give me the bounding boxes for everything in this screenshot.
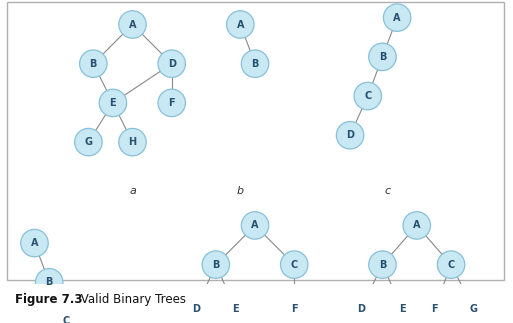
Text: A: A: [31, 238, 38, 248]
Text: B: B: [46, 277, 53, 287]
Circle shape: [222, 295, 249, 322]
Text: A: A: [129, 19, 136, 29]
Circle shape: [99, 89, 127, 117]
Text: A: A: [393, 13, 401, 23]
Text: b: b: [237, 186, 244, 196]
Text: G: G: [469, 304, 478, 314]
Circle shape: [80, 50, 107, 78]
Text: G: G: [85, 137, 92, 147]
Circle shape: [281, 251, 308, 278]
Circle shape: [75, 129, 102, 156]
Text: D: D: [357, 304, 365, 314]
Text: D: D: [346, 130, 354, 140]
Text: B: B: [379, 52, 386, 62]
Circle shape: [369, 251, 396, 278]
Text: E: E: [399, 304, 405, 314]
Circle shape: [158, 89, 185, 117]
Text: A: A: [236, 19, 244, 29]
Text: C: C: [62, 317, 69, 323]
Text: A: A: [413, 220, 421, 230]
Text: D: D: [192, 304, 200, 314]
Text: C: C: [364, 91, 371, 101]
Text: F: F: [431, 304, 438, 314]
Text: Valid Binary Trees: Valid Binary Trees: [77, 293, 186, 306]
Text: a: a: [129, 186, 136, 196]
Circle shape: [119, 129, 146, 156]
Circle shape: [227, 11, 254, 38]
Circle shape: [21, 229, 48, 257]
Circle shape: [241, 212, 269, 239]
Text: B: B: [251, 59, 259, 69]
Circle shape: [460, 295, 487, 322]
Circle shape: [183, 295, 210, 322]
Text: E: E: [110, 98, 116, 108]
Text: Figure 7.3: Figure 7.3: [15, 293, 83, 306]
Text: F: F: [168, 98, 175, 108]
Circle shape: [202, 251, 229, 278]
Circle shape: [383, 4, 411, 31]
Circle shape: [52, 308, 80, 323]
Text: C: C: [290, 260, 298, 270]
Circle shape: [421, 295, 448, 322]
Circle shape: [347, 295, 374, 322]
Circle shape: [35, 268, 63, 296]
Circle shape: [369, 43, 396, 70]
Circle shape: [241, 50, 269, 78]
Circle shape: [403, 212, 430, 239]
Circle shape: [119, 11, 146, 38]
FancyBboxPatch shape: [7, 2, 504, 280]
Circle shape: [281, 295, 308, 322]
Text: F: F: [291, 304, 298, 314]
Text: B: B: [212, 260, 220, 270]
Text: B: B: [90, 59, 97, 69]
Text: B: B: [379, 260, 386, 270]
Circle shape: [388, 295, 416, 322]
Text: E: E: [232, 304, 239, 314]
Circle shape: [438, 251, 465, 278]
Circle shape: [158, 50, 185, 78]
Text: D: D: [168, 59, 176, 69]
Text: C: C: [447, 260, 455, 270]
Text: H: H: [128, 137, 136, 147]
Text: c: c: [384, 186, 390, 196]
Circle shape: [354, 82, 382, 110]
Circle shape: [337, 121, 364, 149]
Text: A: A: [251, 220, 259, 230]
